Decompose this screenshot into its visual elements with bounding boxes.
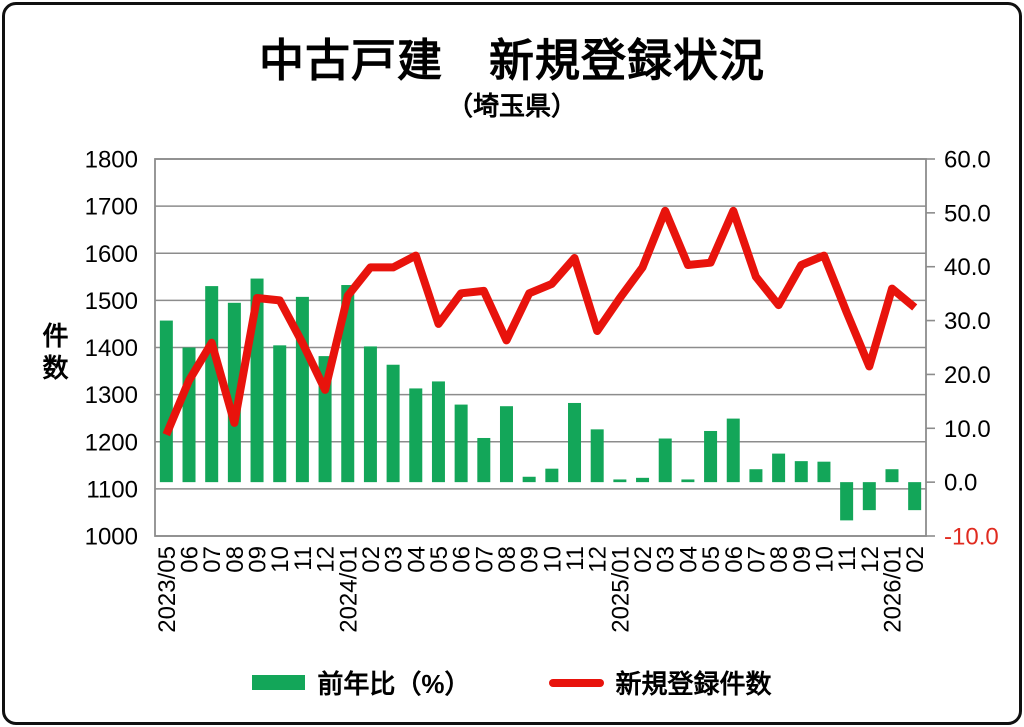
- x-tick-label: 05: [426, 546, 453, 573]
- bar-05: [704, 430, 718, 483]
- bar-06: [454, 404, 468, 483]
- y-left-tick-label: 1300: [85, 382, 138, 409]
- y-right-tick-label: 20.0: [944, 362, 991, 389]
- bar-09: [794, 461, 808, 483]
- bar-11: [568, 402, 582, 483]
- x-tick-label: 11: [834, 546, 861, 571]
- x-tick-label: 04: [403, 546, 430, 573]
- x-tick-label: 02: [630, 546, 657, 573]
- bar-02: [908, 482, 922, 511]
- y-right-tick-label: -10.0: [944, 524, 999, 551]
- x-tick-label: 04: [675, 546, 702, 573]
- x-tick-label: 05: [698, 546, 725, 573]
- y-left-tick-label: 1700: [85, 194, 138, 221]
- bar-2025/01: [613, 479, 627, 483]
- bar-07: [205, 286, 219, 483]
- bar-2023/05: [159, 320, 173, 483]
- bar-10: [545, 468, 559, 483]
- bar-11: [840, 482, 854, 521]
- x-tick-label: 10: [811, 546, 838, 573]
- bar-10: [273, 345, 287, 483]
- y-left-tick-label: 1400: [85, 335, 138, 362]
- bar-04: [409, 388, 423, 483]
- y-right-tick-label: 10.0: [944, 416, 991, 443]
- x-tick-label: 10: [539, 546, 566, 573]
- x-tick-label: 12: [313, 546, 340, 573]
- x-tick-label: 02: [902, 546, 929, 573]
- x-tick-label: 09: [517, 546, 544, 573]
- bar-series-swatch: [252, 675, 306, 690]
- x-tick-label: 09: [245, 546, 272, 573]
- y-left-tick-label: 1100: [86, 476, 138, 503]
- bar-05: [431, 381, 445, 483]
- bar-series-label: 前年比（%）: [317, 669, 471, 699]
- y-right-tick-label: 40.0: [944, 254, 991, 281]
- x-tick-label: 12: [857, 546, 884, 573]
- bar-08: [227, 302, 241, 483]
- bar-04: [681, 479, 695, 483]
- x-tick-label: 08: [766, 546, 793, 573]
- x-tick-label: 2026/01: [879, 546, 906, 633]
- plot-border: [154, 158, 927, 537]
- x-tick-label: 2025/01: [607, 546, 634, 633]
- bar-03: [658, 438, 672, 483]
- x-tick-label: 11: [562, 546, 589, 571]
- x-tick-label: 07: [471, 546, 498, 573]
- bar-07: [477, 437, 491, 483]
- line-series: [162, 206, 918, 437]
- y-left-tick-label: 1000: [85, 524, 138, 551]
- x-tick-label: 10: [267, 546, 294, 573]
- x-tick-label: 07: [199, 546, 226, 573]
- bar-07: [749, 469, 763, 483]
- x-tick-label: 2024/01: [335, 546, 362, 633]
- y-left-tick-label: 1600: [85, 241, 138, 268]
- bar-09: [522, 476, 536, 483]
- legend-item-bar: 前年比（%）: [252, 664, 471, 701]
- y-right-tick-label: 50.0: [944, 200, 991, 227]
- x-tick-label: 09: [789, 546, 816, 573]
- bar-08: [499, 406, 513, 483]
- y-axis-label: 件数: [39, 322, 69, 386]
- y-left-tick-label: 1500: [85, 288, 138, 315]
- bar-12: [590, 429, 604, 483]
- y-left-tick-label: 1200: [85, 429, 138, 456]
- y-left-tick-label: 1800: [85, 147, 138, 174]
- x-tick-label: 11: [290, 546, 317, 571]
- chart-title: 中古戸建 新規登録状況: [258, 35, 765, 86]
- bar-2026/01: [885, 469, 899, 483]
- x-tick-label: 06: [449, 546, 476, 573]
- x-tick-label: 12: [585, 546, 612, 573]
- y-right-tick-label: 0.0: [944, 470, 977, 497]
- y-right-tick-label: 60.0: [944, 147, 991, 174]
- bar-11: [295, 296, 309, 483]
- x-tick-label: 08: [494, 546, 521, 573]
- chart-legend: 前年比（%） 新規登録件数: [0, 664, 1024, 701]
- bar-08: [772, 453, 786, 483]
- x-tick-label: 06: [177, 546, 204, 573]
- bar-06: [726, 418, 740, 483]
- bar-10: [817, 461, 831, 483]
- bar-12: [862, 482, 876, 511]
- x-tick-label: 03: [381, 546, 408, 573]
- x-tick-label: 02: [358, 546, 385, 573]
- x-tick-label: 06: [721, 546, 748, 573]
- x-tick-label: 08: [222, 546, 249, 573]
- bar-02: [363, 346, 377, 483]
- line-series-swatch: [548, 678, 604, 687]
- x-tick-label: 2023/05: [154, 546, 181, 633]
- legend-item-line: 新規登録件数: [548, 664, 772, 701]
- bar-02: [636, 477, 650, 483]
- bar-03: [386, 364, 400, 483]
- x-tick-label: 03: [653, 546, 680, 573]
- x-tick-label: 07: [743, 546, 770, 573]
- chart-subtitle: （埼玉県）: [446, 91, 577, 121]
- bar-2024/01: [341, 285, 355, 483]
- line-series-label: 新規登録件数: [615, 669, 772, 699]
- y-right-tick-label: 30.0: [944, 308, 991, 335]
